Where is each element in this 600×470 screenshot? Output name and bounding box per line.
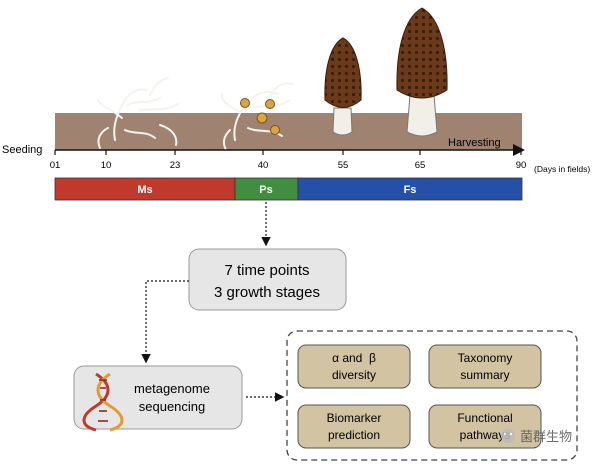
tick-label-90: 90 — [516, 160, 527, 171]
analysis-biomarker-line-2: prediction — [328, 428, 380, 442]
axis-unit-label: (Days in fields) — [534, 164, 590, 174]
harvesting-label: Harvesting — [448, 137, 501, 149]
watermark: 菌群生物 — [501, 429, 572, 444]
analysis-functional-line-2: pathways — [460, 428, 511, 442]
summary-line-1: 7 time points — [224, 262, 309, 279]
analysis-diversity-line-2: diversity — [332, 368, 376, 382]
summary-line-2: 3 growth stages — [214, 284, 320, 301]
dna-helix-icon — [82, 372, 124, 432]
sequencing-line-2: sequencing — [139, 399, 206, 414]
tick-label-01: 01 — [50, 160, 61, 171]
summary-box — [188, 248, 347, 311]
analysis-biomarker-box — [297, 404, 411, 449]
sequencing-box — [73, 365, 243, 430]
analysis-diversity-line-1: α and β — [332, 351, 376, 365]
analysis-functional-line-1: Functional — [457, 411, 512, 425]
seeding-label: Seeding — [2, 144, 42, 156]
mycelium-with-conidia-illustration — [220, 82, 293, 151]
morel-small-illustration — [324, 37, 362, 136]
tick-label-55: 55 — [338, 160, 349, 171]
analysis-taxonomy-line-2: summary — [460, 368, 509, 382]
stage-fs-label: Fs — [404, 184, 417, 196]
stage-ms-label: Ms — [137, 184, 152, 196]
stage-ps-label: Ps — [259, 184, 272, 196]
tick-label-65: 65 — [415, 160, 426, 171]
timeline-ticks — [54, 150, 522, 155]
tick-label-23: 23 — [170, 160, 181, 171]
analysis-biomarker-line-1: Biomarker — [327, 411, 382, 425]
tick-label-40: 40 — [258, 160, 269, 171]
analyses-group — [286, 330, 578, 461]
watermark-text: 菌群生物 — [520, 429, 572, 444]
analysis-taxonomy-box — [428, 344, 542, 389]
morel-large-illustration — [396, 7, 448, 137]
tick-label-10: 10 — [101, 160, 112, 171]
analysis-diversity-box — [297, 344, 411, 389]
analysis-taxonomy-line-1: Taxonomy — [458, 351, 513, 365]
mycelium-illustration — [97, 77, 179, 149]
stage-fs-bar — [297, 177, 523, 201]
connector-summary-to-sequencing — [141, 280, 189, 364]
sequencing-line-1: metagenome — [134, 381, 210, 396]
